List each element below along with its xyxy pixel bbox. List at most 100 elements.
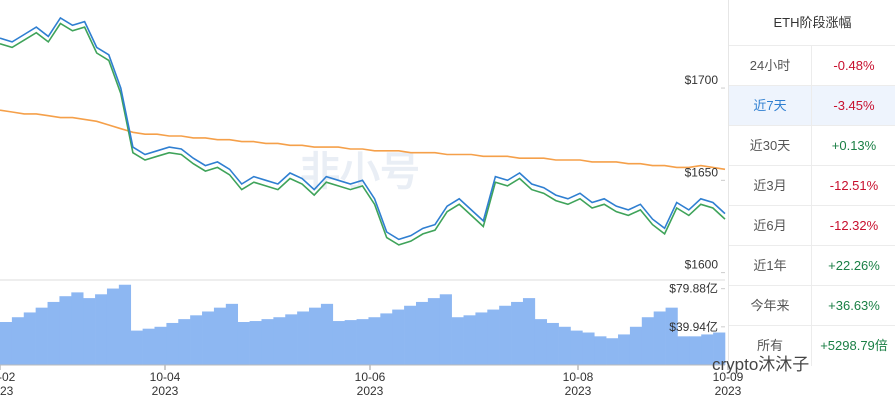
volume-bar [83,298,96,365]
volume-bar [11,317,25,365]
volume-bar [451,317,464,365]
volume-bar [95,294,108,365]
volume-bar [701,334,714,365]
y-tick-label: $79.88亿 [669,281,718,296]
price-line [0,22,726,246]
range-value: +22.26% [828,258,880,273]
volume-bar [344,320,357,365]
range-value: -0.48% [833,58,875,73]
range-panel: ETH阶段涨幅 24小时 -0.48% 近7天 -3.45% 近30天 +0.13% 近3月… [728,0,895,366]
range-label: 所有 [729,326,812,366]
volume-bar [558,326,571,365]
volume-bar [546,322,559,365]
range-value: +0.13% [831,138,877,153]
volume-bar [320,303,334,365]
volume-bar [166,322,179,365]
range-value: +5298.79倍 [820,338,888,353]
range-row[interactable]: 近1年 +22.26% [729,245,895,286]
volume-bar [653,311,666,365]
x-tick-label: 10-08 [563,370,594,384]
x-tick-year: 2023 [0,384,14,398]
volume-bar [499,305,512,365]
y-tick-label: $1650 [685,165,719,179]
volume-bar [261,319,274,365]
x-tick-label: 10-04 [150,370,181,384]
volume-bar [332,321,345,365]
range-label: 近1年 [729,246,812,286]
range-row[interactable]: 今年来 +36.63% [729,285,895,326]
range-row[interactable]: 近3月 -12.51% [729,165,895,206]
volume-bar [427,298,441,365]
volume-bar [130,330,143,365]
range-label: 近6月 [729,206,812,246]
range-label: 近3月 [729,166,812,206]
volume-bar [59,296,72,365]
volume-bar [380,313,393,365]
range-row[interactable]: 近30天 +0.13% [729,125,895,166]
range-value: -12.51% [829,178,879,193]
range-value: -12.32% [829,218,879,233]
volume-bar [35,307,48,365]
volume-bar [71,292,84,365]
x-tick-year: 2023 [565,384,592,398]
volume-bar [225,303,239,365]
volume-bar [297,311,310,365]
volume-bar [665,307,678,365]
volume-bar [415,301,429,365]
volume-bar [47,301,60,365]
price-line [0,16,726,241]
panel-title: ETH阶段涨幅 [773,15,852,30]
volume-bar [404,305,417,365]
x-tick-label: 10-09 [713,370,744,384]
volume-bar [190,315,203,365]
volume-bar [677,336,690,365]
x-tick-year: 2023 [715,384,742,398]
volume-bar [0,322,13,365]
range-row[interactable]: 近6月 -12.32% [729,205,895,246]
y-tick-label: $1700 [685,73,719,87]
range-row[interactable]: 近7天 -3.45% [729,85,895,126]
range-label: 近7天 [729,86,812,126]
volume-bar [475,312,488,365]
range-label: 近30天 [729,126,812,166]
volume-bar [689,336,702,365]
range-label: 今年来 [729,286,812,326]
volume-bar [618,334,631,365]
volume-bar [249,321,262,365]
volume-bar [534,319,548,365]
range-row[interactable]: 所有 +5298.79倍 [729,325,895,366]
volume-bar [594,336,607,365]
volume-bar [606,338,619,365]
volume-bar [439,294,452,365]
volume-bar [713,332,726,365]
volume-bar [202,311,215,365]
volume-bar [511,301,524,365]
volume-bar [178,319,191,365]
range-row[interactable]: 24小时 -0.48% [729,45,895,86]
volume-bar [522,298,536,365]
x-tick-year: 2023 [152,384,179,398]
x-tick-year: 2023 [357,384,384,398]
volume-bar [487,309,500,365]
range-value: +36.63% [828,298,880,313]
volume-bar [368,317,381,365]
range-label: 24小时 [729,46,812,86]
y-tick-label: $39.94亿 [669,319,718,334]
volume-bar [392,309,405,365]
volume-bar [463,315,476,365]
volume-bar [154,326,167,365]
volume-bar [118,284,132,365]
volume-bar [285,314,298,365]
x-tick-label: 10-02 [0,370,16,384]
range-value: -3.45% [833,98,875,113]
y-tick-label: $1600 [685,258,719,272]
price-line [0,109,726,171]
volume-bar [629,326,643,365]
volume-bar [273,317,286,365]
volume-bar [309,307,322,365]
volume-bar [213,307,227,365]
x-tick-label: 10-06 [355,370,386,384]
volume-bar [570,330,583,365]
